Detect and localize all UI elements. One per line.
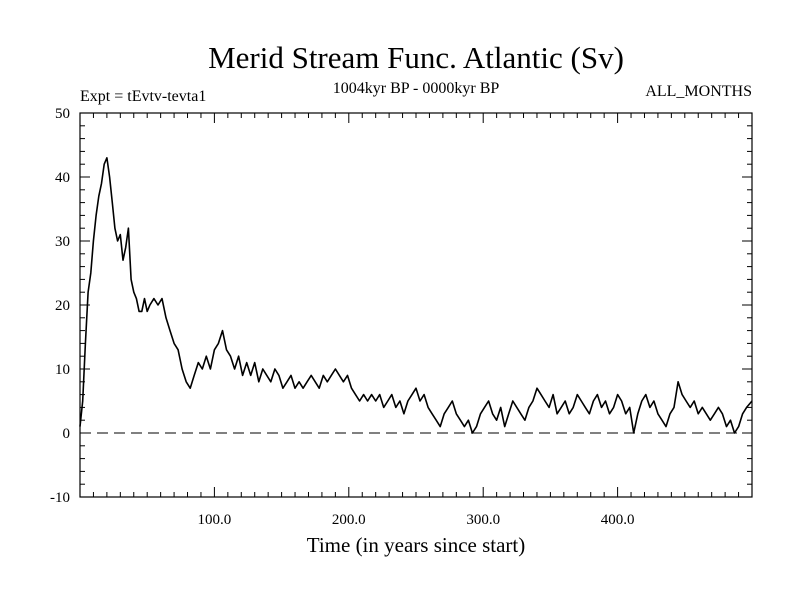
- chart-subtitle: 1004kyr BP - 0000kyr BP: [333, 80, 500, 97]
- x-axis: 100.0 200.0 300.0 400.0: [92, 113, 740, 528]
- x-tick-label: 100.0: [198, 512, 232, 528]
- x-tick-label: 200.0: [332, 512, 366, 528]
- x-tick-label: 400.0: [601, 512, 635, 528]
- y-tick-label: 30: [55, 234, 70, 250]
- x-axis-label: Time (in years since start): [307, 533, 526, 557]
- experiment-label: Expt = tEvtv-tevta1: [80, 88, 206, 105]
- y-tick-label: 50: [55, 106, 70, 122]
- y-axis: -10 0 10 20 30 40 50: [50, 106, 752, 506]
- y-tick-label: 20: [55, 298, 70, 314]
- x-tick-label: 300.0: [466, 512, 500, 528]
- y-tick-label: -10: [50, 490, 70, 506]
- months-label: ALL_MONTHS: [645, 83, 752, 100]
- y-tick-label: 0: [63, 426, 71, 442]
- chart-title: Merid Stream Func. Atlantic (Sv): [208, 40, 624, 75]
- y-tick-label: 10: [55, 362, 70, 378]
- series-line: [79, 157, 753, 434]
- y-tick-label: 40: [55, 170, 70, 186]
- plot-frame: [79, 112, 753, 498]
- series-group: [79, 157, 753, 434]
